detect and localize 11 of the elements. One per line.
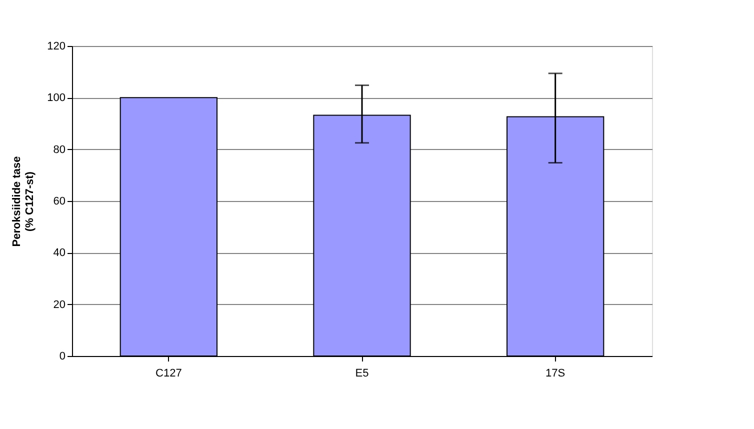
y-tick-label: 60	[53, 196, 66, 208]
y-tick-label: 100	[47, 92, 66, 104]
y-axis-title: Peroksiidide tase (% C127-st)	[11, 156, 36, 247]
y-tick-label: 40	[53, 247, 66, 260]
x-tick-label: C127	[156, 368, 182, 380]
x-tick-label: E5	[355, 368, 369, 380]
x-tick-label: 17S	[546, 368, 566, 380]
y-tick-label: 0	[59, 350, 66, 362]
y-tick-label: 20	[53, 298, 66, 311]
y-tick-label: 120	[47, 40, 66, 52]
y-tick-label: 80	[53, 144, 66, 156]
